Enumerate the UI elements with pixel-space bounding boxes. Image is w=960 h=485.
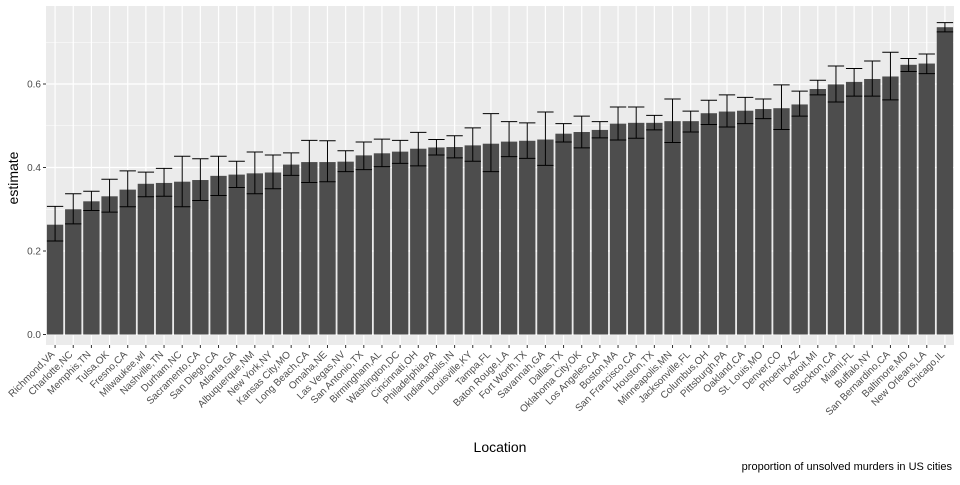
y-tick-label: 0.6 <box>27 80 41 91</box>
bar <box>155 182 173 335</box>
x-axis-title: Location <box>474 439 527 455</box>
bar <box>500 141 518 335</box>
bar <box>736 110 754 335</box>
bar <box>391 151 409 335</box>
bar <box>101 196 118 335</box>
bar <box>174 181 191 335</box>
bar <box>628 122 645 335</box>
bar <box>845 81 863 335</box>
y-axis: 0.0 0.2 0.4 0.6 <box>27 80 46 341</box>
bar <box>319 162 336 335</box>
bar <box>264 172 282 335</box>
bar <box>301 162 318 335</box>
bar <box>864 78 881 335</box>
y-tick-label: 0.0 <box>27 330 41 341</box>
bar <box>65 209 82 335</box>
y-axis-title: estimate <box>5 151 21 204</box>
bar <box>682 121 699 335</box>
bar <box>282 164 300 335</box>
bar <box>464 145 481 335</box>
bar <box>537 139 554 335</box>
bar <box>355 155 372 335</box>
bar <box>827 84 845 335</box>
error-bars <box>46 22 954 242</box>
bar <box>373 153 391 335</box>
bar <box>246 173 264 335</box>
bar <box>46 224 64 335</box>
bar <box>519 140 536 335</box>
bar <box>809 89 826 335</box>
bar <box>900 64 917 335</box>
bar <box>337 161 354 335</box>
bar <box>446 147 463 335</box>
bar <box>192 180 209 335</box>
y-tick-label: 0.2 <box>27 247 41 258</box>
bar <box>410 148 427 335</box>
bar <box>482 143 500 335</box>
bar <box>918 63 935 335</box>
bar <box>755 109 772 335</box>
bar <box>573 132 590 335</box>
bars <box>46 27 954 335</box>
bar <box>428 147 445 335</box>
chart-caption: proportion of unsolved murders in US cit… <box>742 461 953 473</box>
bar <box>664 121 681 335</box>
bar <box>936 27 954 335</box>
bar <box>882 76 899 335</box>
bar <box>591 129 609 335</box>
bar <box>791 104 808 335</box>
x-axis: Richmond,VACharlotte,NCMemphis,TNTulsa,O… <box>7 345 947 418</box>
bar <box>718 111 736 335</box>
bar <box>119 189 136 335</box>
bar <box>700 113 718 335</box>
bar <box>83 201 100 335</box>
bar <box>555 133 572 335</box>
y-tick-label: 0.4 <box>27 163 41 174</box>
bar <box>773 108 790 335</box>
bar <box>228 174 245 335</box>
bar <box>609 123 627 335</box>
bar <box>646 122 663 335</box>
bar <box>210 175 227 335</box>
bar <box>137 183 155 335</box>
